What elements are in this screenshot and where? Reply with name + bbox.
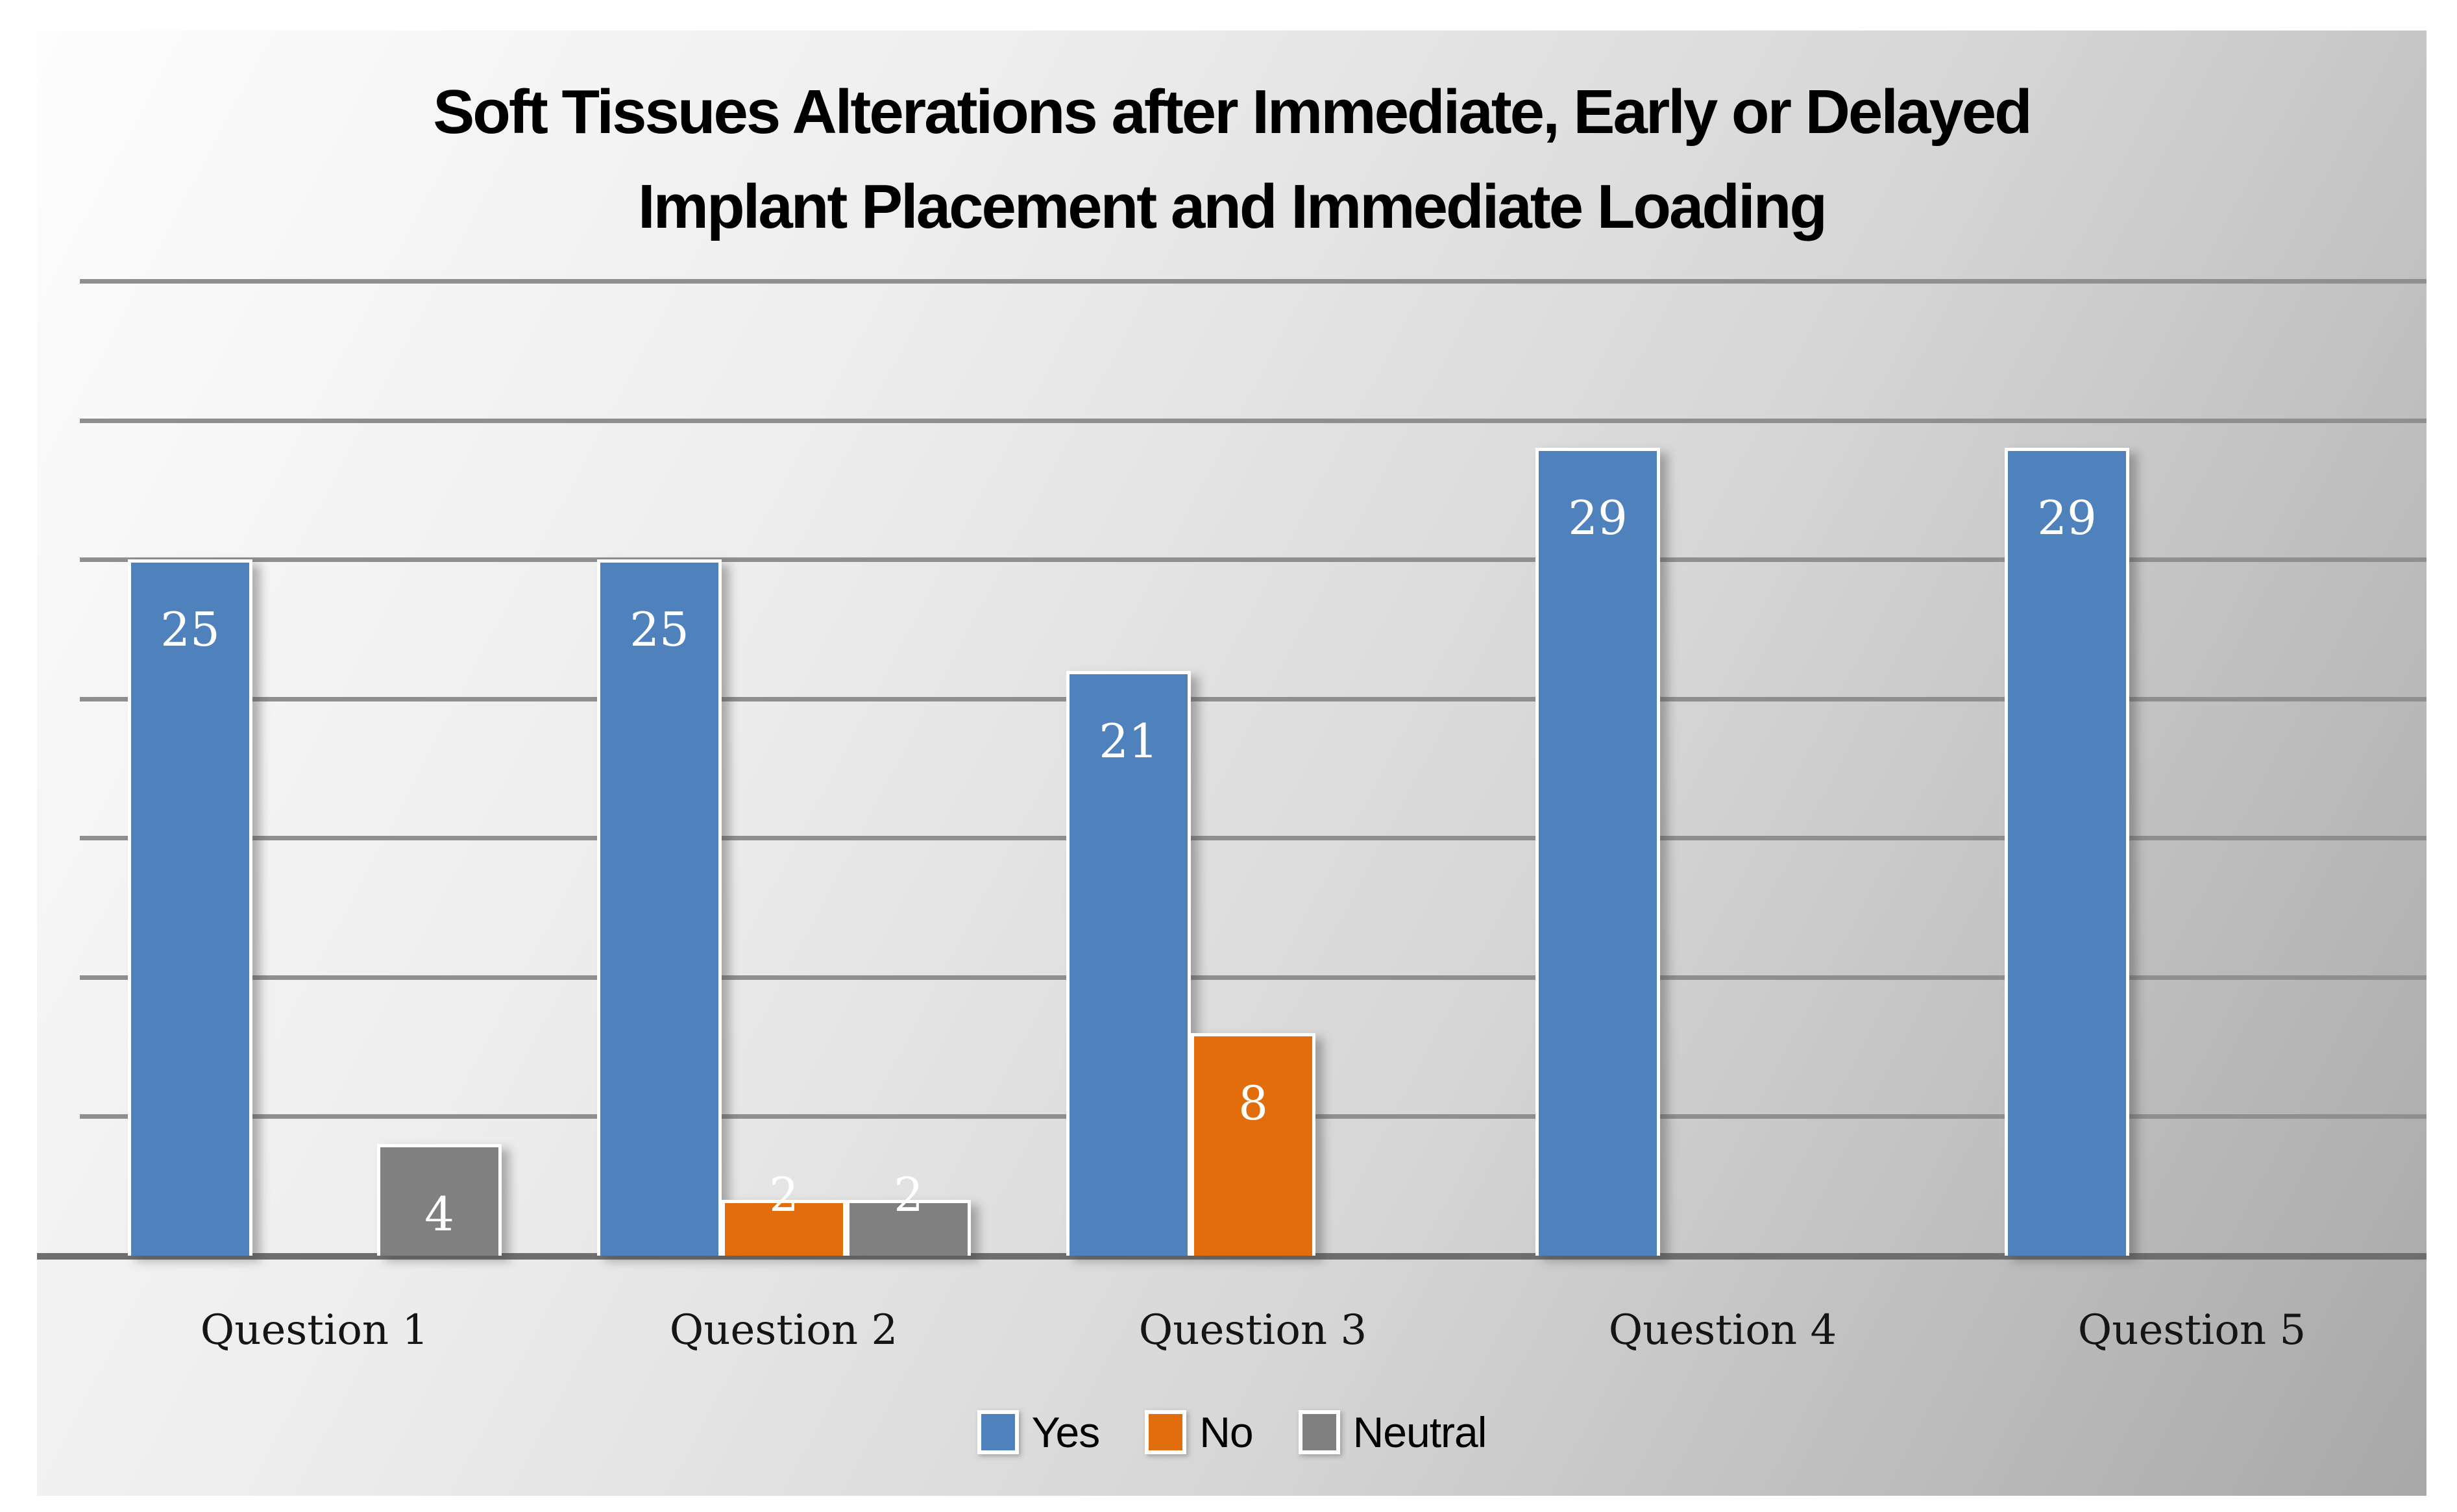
x-axis-label-question-1: Question 1 — [200, 1306, 429, 1354]
legend-label-yes: Yes — [1031, 1408, 1101, 1456]
chart-title: Soft Tissues Alterations after Immediate… — [37, 65, 2426, 254]
chart-title-line2: Implant Placement and Immediate Loading — [637, 172, 1827, 241]
bar-value-label-no-question-3: 8 — [1238, 1076, 1268, 1130]
legend: Yes No Neutral — [37, 1396, 2426, 1468]
bar-neutral-question-1[interactable] — [377, 1144, 502, 1256]
x-axis-label-question-2: Question 2 — [669, 1306, 898, 1354]
bar-neutral-question-2[interactable] — [846, 1200, 971, 1256]
legend-item-neutral[interactable]: Neutral — [1298, 1408, 1487, 1457]
legend-swatch-yes — [977, 1410, 1019, 1454]
x-axis-line — [37, 1253, 2426, 1260]
bar-value-label-yes-question-2: 25 — [630, 602, 689, 657]
bar-yes-question-5[interactable] — [2005, 448, 2129, 1256]
legend-item-yes[interactable]: Yes — [977, 1408, 1100, 1457]
bar-yes-question-2[interactable] — [597, 559, 722, 1256]
gridline-25 — [80, 557, 2426, 562]
legend-swatch-no — [1145, 1410, 1187, 1454]
bar-value-label-yes-question-3: 21 — [1099, 714, 1158, 768]
legend-swatch-neutral — [1298, 1410, 1340, 1454]
bar-no-question-2[interactable] — [722, 1200, 846, 1256]
x-axis-label-question-5: Question 5 — [2077, 1306, 2306, 1354]
gridline-30 — [80, 419, 2426, 423]
bar-yes-question-1[interactable] — [128, 559, 252, 1256]
gridline-15 — [80, 836, 2426, 840]
bar-no-question-3[interactable] — [1191, 1033, 1315, 1256]
bar-value-label-neutral-question-2: 2 — [894, 1167, 923, 1222]
gridline-10 — [80, 975, 2426, 980]
legend-item-no[interactable]: No — [1145, 1408, 1254, 1457]
bar-yes-question-4[interactable] — [1535, 448, 1660, 1256]
bar-value-label-neutral-question-1: 4 — [424, 1187, 454, 1241]
gridline-20 — [80, 697, 2426, 701]
bar-yes-question-3[interactable] — [1066, 671, 1191, 1256]
legend-label-neutral: Neutral — [1352, 1408, 1487, 1456]
gridline-35 — [80, 279, 2426, 284]
chart-title-line1: Soft Tissues Alterations after Immediate… — [433, 77, 2033, 147]
bar-value-label-no-question-2: 2 — [769, 1167, 799, 1222]
bar-value-label-yes-question-1: 25 — [160, 602, 220, 657]
bar-value-label-yes-question-5: 29 — [2037, 491, 2097, 545]
legend-label-no: No — [1199, 1408, 1253, 1456]
x-axis-label-question-4: Question 4 — [1608, 1306, 1837, 1354]
bar-value-label-yes-question-4: 29 — [1568, 491, 1628, 545]
x-axis-label-question-3: Question 3 — [1138, 1306, 1367, 1354]
